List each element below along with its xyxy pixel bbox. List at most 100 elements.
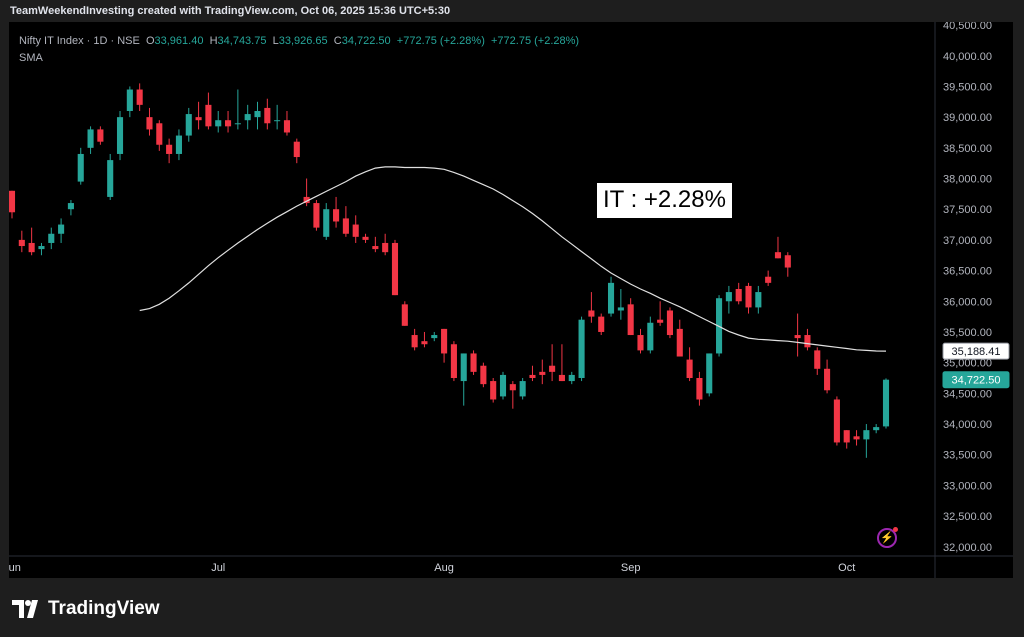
- candle-body: [352, 224, 359, 237]
- candle: [274, 104, 281, 130]
- candle-body: [804, 335, 811, 348]
- candle-body: [391, 242, 399, 296]
- candle-body: [617, 307, 624, 311]
- candle-body: [264, 107, 271, 124]
- credit-text: TeamWeekendInvesting created with Tradin…: [10, 5, 451, 17]
- y-tick-label: 32,000.00: [943, 542, 992, 554]
- y-tick-label: 33,000.00: [943, 480, 992, 492]
- candle-body: [676, 328, 683, 357]
- y-tick-label: 33,500.00: [943, 450, 992, 462]
- y-tick-label: 35,000.00: [943, 358, 992, 370]
- candle: [666, 307, 673, 339]
- candle: [431, 331, 438, 342]
- candle: [9, 190, 16, 219]
- candle-body: [745, 285, 752, 308]
- candle-body: [509, 384, 516, 391]
- x-tick-label: Sep: [621, 562, 641, 574]
- candle: [676, 319, 683, 357]
- candle-body: [313, 203, 320, 228]
- candle-body: [833, 399, 840, 443]
- candle-body: [205, 104, 212, 127]
- candle-body: [97, 129, 104, 142]
- candle: [882, 378, 890, 429]
- candle-body: [77, 153, 84, 182]
- lightning-icon[interactable]: ⚡: [877, 527, 898, 548]
- candle: [853, 430, 860, 446]
- x-tick-label: Jun: [9, 562, 21, 574]
- candle: [195, 101, 202, 130]
- candle: [804, 328, 811, 351]
- candle-body: [637, 335, 644, 351]
- candle: [725, 285, 732, 314]
- candle-body: [38, 246, 45, 250]
- candle: [794, 313, 801, 357]
- x-tick-label: Jul: [211, 562, 225, 574]
- y-tick-label: 37,000.00: [943, 235, 992, 247]
- candle-body: [598, 316, 605, 332]
- candle-body: [568, 374, 575, 382]
- y-tick-label: 37,500.00: [943, 204, 992, 216]
- candle-body: [706, 353, 713, 394]
- candle-body: [480, 365, 487, 385]
- legend-open: 33,961.40: [154, 35, 204, 47]
- sma-price-label: 35,188.41: [952, 346, 1001, 358]
- legend-change-2: +772.75 (+2.28%): [491, 35, 580, 47]
- chart-panel[interactable]: 32,000.00 32,500.00 33,000.00 33,500.00 34,0…: [9, 22, 1013, 578]
- candle: [539, 359, 546, 385]
- y-tick-label: 40,000.00: [943, 51, 992, 63]
- candle: [450, 341, 457, 382]
- candle: [264, 98, 271, 130]
- candle-body: [274, 120, 281, 122]
- candle-body: [499, 374, 507, 397]
- candle: [225, 111, 232, 133]
- candle: [774, 236, 782, 259]
- candle: [421, 331, 428, 348]
- candle: [18, 230, 25, 253]
- candle: [313, 200, 320, 231]
- candle: [441, 328, 448, 363]
- legend-open-label: O: [145, 35, 155, 47]
- candlestick-chart[interactable]: 32,000.00 32,500.00 33,000.00 33,500.00 34,0…: [9, 22, 1013, 578]
- candle: [28, 227, 35, 256]
- candle: [833, 396, 840, 446]
- candle: [696, 371, 703, 406]
- candle: [283, 111, 291, 136]
- candle-body: [136, 89, 143, 105]
- candle: [578, 316, 585, 382]
- candle-body: [323, 209, 330, 237]
- candle: [382, 233, 389, 256]
- candle-body: [470, 353, 477, 372]
- candle: [814, 347, 821, 375]
- y-tick-label: 38,500.00: [943, 143, 992, 155]
- y-tick-label: 39,000.00: [943, 112, 992, 124]
- candle-body: [244, 114, 251, 121]
- legend-low: 33,926.65: [278, 35, 328, 47]
- candle-body: [293, 141, 300, 158]
- annotation-box: IT : +2.28%: [597, 183, 732, 218]
- candle-body: [529, 374, 536, 378]
- candle-body: [490, 381, 497, 400]
- candle-body: [607, 282, 615, 314]
- indicator-label[interactable]: SMA: [19, 52, 43, 64]
- candle-body: [9, 190, 16, 213]
- y-tick-label: 39,500.00: [943, 81, 992, 93]
- candle-body: [578, 319, 585, 378]
- candle: [657, 301, 664, 326]
- legend-symbol: Nifty IT Index · 1D · NSE: [19, 35, 140, 47]
- candle-body: [225, 120, 232, 127]
- candle: [529, 365, 536, 382]
- candle-body: [48, 233, 55, 243]
- candle: [686, 347, 693, 382]
- candle-body: [283, 120, 291, 133]
- tradingview-logo[interactable]: TradingView: [12, 598, 160, 620]
- candle-body: [362, 236, 369, 240]
- candle: [352, 215, 359, 243]
- candle: [146, 107, 153, 136]
- candle-body: [460, 353, 467, 382]
- candle: [244, 104, 251, 130]
- legend-change: +772.75 (+2.28%): [396, 35, 485, 47]
- candle: [706, 353, 713, 397]
- y-tick-label: 35,500.00: [943, 327, 992, 339]
- candle-body: [411, 335, 418, 348]
- candle-body: [774, 252, 782, 259]
